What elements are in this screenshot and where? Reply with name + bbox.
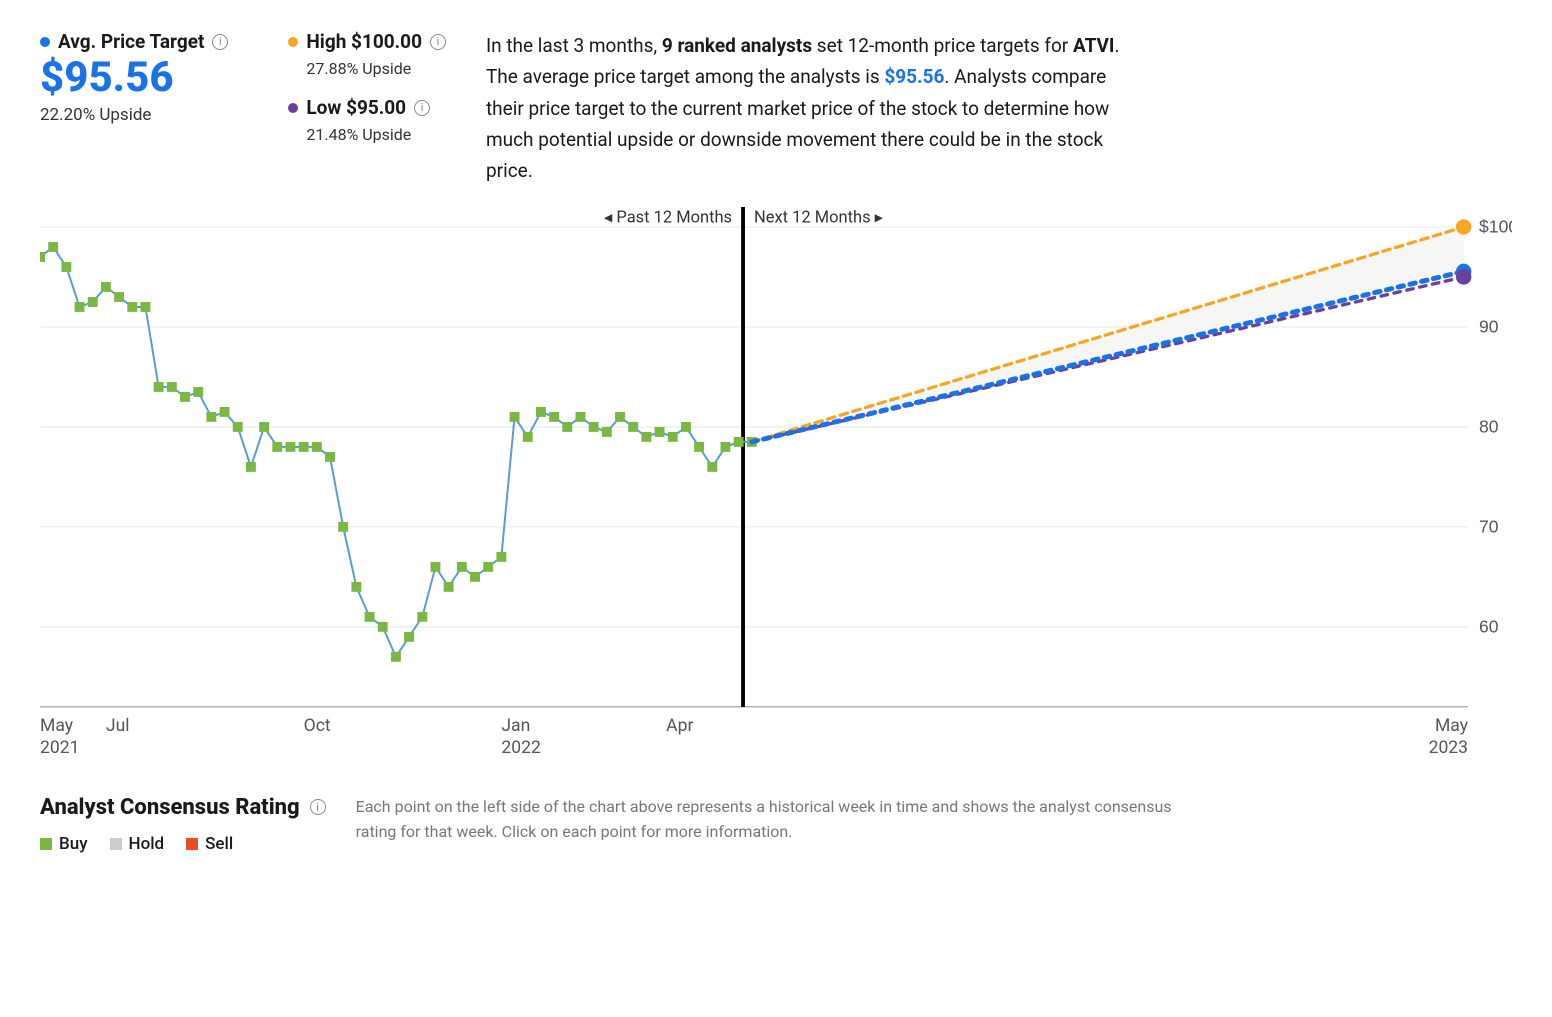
avg-price-value: $95.56 <box>40 57 228 99</box>
high-label: High $100.00 <box>306 30 422 53</box>
consensus-title: Analyst Consensus Rating i <box>40 795 326 820</box>
legend-label: Hold <box>129 834 165 854</box>
consensus-left: Analyst Consensus Rating i Buy Hold Sell <box>40 795 326 854</box>
legend-swatch <box>186 838 198 850</box>
svg-text:$100: $100 <box>1479 216 1512 236</box>
svg-text:Jul: Jul <box>106 716 130 736</box>
high-dot-icon <box>288 37 298 47</box>
legend-swatch <box>110 838 122 850</box>
info-icon[interactable]: i <box>414 100 430 116</box>
svg-text:May: May <box>1435 716 1469 736</box>
high-header: High $100.00 i <box>288 30 446 53</box>
svg-text:2023: 2023 <box>1429 738 1468 758</box>
legend-swatch <box>40 838 52 850</box>
svg-text:80: 80 <box>1479 416 1499 436</box>
info-icon[interactable]: i <box>310 799 326 815</box>
avg-upside: 22.20% Upside <box>40 105 228 125</box>
consensus-description: Each point on the left side of the chart… <box>356 795 1176 845</box>
low-target-block: Low $95.00 i 21.48% Upside <box>288 96 446 144</box>
avg-target-header: Avg. Price Target i <box>40 30 228 53</box>
price-targets: Avg. Price Target i $95.56 22.20% Upside… <box>40 30 446 187</box>
svg-text:◂ Past 12 Months: ◂ Past 12 Months <box>604 208 732 227</box>
legend-label: Buy <box>59 834 88 854</box>
low-label: Low $95.00 <box>306 96 406 119</box>
high-upside: 27.88% Upside <box>306 59 446 78</box>
svg-text:May: May <box>40 716 74 736</box>
svg-text:90: 90 <box>1479 316 1499 336</box>
consensus-legend: Buy Hold Sell <box>40 834 326 854</box>
svg-text:Apr: Apr <box>666 716 693 736</box>
legend-item: Hold <box>110 834 165 854</box>
svg-text:Jan: Jan <box>501 716 530 736</box>
low-upside: 21.48% Upside <box>306 125 446 144</box>
legend-item: Sell <box>186 834 233 854</box>
svg-text:60: 60 <box>1479 616 1499 636</box>
info-icon[interactable]: i <box>212 34 228 50</box>
avg-dot-icon <box>40 37 50 47</box>
top-section: Avg. Price Target i $95.56 22.20% Upside… <box>40 30 1512 187</box>
legend-label: Sell <box>205 834 233 854</box>
consensus-section: Analyst Consensus Rating i Buy Hold Sell E… <box>40 795 1512 854</box>
price-chart[interactable]: $100 90 80 70 60 ◂ Past 12 Months Next 12 Mont… <box>40 207 1512 767</box>
low-header: Low $95.00 i <box>288 96 446 119</box>
description-text: In the last 3 months, 9 ranked analysts … <box>486 30 1146 187</box>
legend-item: Buy <box>40 834 88 854</box>
svg-text:2022: 2022 <box>501 738 541 758</box>
low-dot-icon <box>288 103 298 113</box>
info-icon[interactable]: i <box>430 34 446 50</box>
chart-svg: $100 90 80 70 60 ◂ Past 12 Months Next 12 Mont… <box>40 207 1512 767</box>
svg-text:70: 70 <box>1479 516 1499 536</box>
high-low-column: High $100.00 i 27.88% Upside Low $95.00 … <box>288 30 446 187</box>
avg-label: Avg. Price Target <box>58 30 204 53</box>
high-target-block: High $100.00 i 27.88% Upside <box>288 30 446 78</box>
svg-text:2021: 2021 <box>40 738 79 758</box>
svg-text:Next 12 Months ▸: Next 12 Months ▸ <box>754 208 883 227</box>
avg-target-block: Avg. Price Target i $95.56 22.20% Upside <box>40 30 228 187</box>
svg-text:Oct: Oct <box>304 716 331 736</box>
